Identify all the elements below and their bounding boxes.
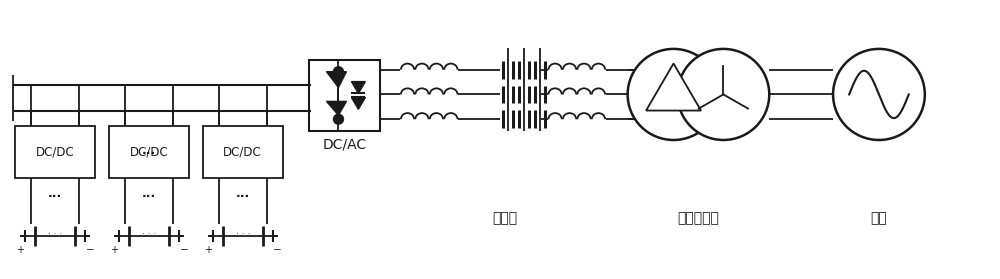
- Circle shape: [833, 49, 925, 140]
- Text: · · ·: · · ·: [48, 230, 62, 239]
- Text: +: +: [110, 245, 118, 255]
- Circle shape: [628, 49, 719, 140]
- Bar: [15, 126, 95, 178]
- Text: +: +: [204, 245, 212, 255]
- Text: · · ·: · · ·: [142, 230, 156, 239]
- Text: ...: ...: [142, 187, 156, 200]
- Text: DC/DC: DC/DC: [130, 145, 168, 158]
- Text: 滤波器: 滤波器: [492, 211, 518, 225]
- Text: ...: ...: [48, 187, 62, 200]
- Circle shape: [333, 67, 343, 77]
- Text: DC/DC: DC/DC: [223, 145, 262, 158]
- Polygon shape: [351, 81, 365, 93]
- Bar: [109, 126, 189, 178]
- Text: ...: ...: [142, 145, 156, 157]
- Text: −: −: [86, 245, 95, 255]
- Text: DC/AC: DC/AC: [322, 138, 366, 152]
- Text: 隔离变压器: 隔离变压器: [678, 211, 719, 225]
- Bar: [203, 126, 283, 178]
- Circle shape: [678, 49, 769, 140]
- Bar: [309, 60, 380, 131]
- Text: ...: ...: [236, 187, 250, 200]
- Text: · · ·: · · ·: [236, 230, 250, 239]
- Text: +: +: [16, 245, 24, 255]
- Polygon shape: [646, 64, 701, 110]
- Text: 电网: 电网: [871, 211, 887, 225]
- Text: DC/DC: DC/DC: [36, 145, 75, 158]
- Polygon shape: [351, 97, 365, 109]
- Text: −: −: [180, 245, 188, 255]
- Circle shape: [333, 114, 343, 124]
- Text: −: −: [273, 245, 282, 255]
- Polygon shape: [326, 101, 346, 115]
- Polygon shape: [326, 72, 346, 88]
